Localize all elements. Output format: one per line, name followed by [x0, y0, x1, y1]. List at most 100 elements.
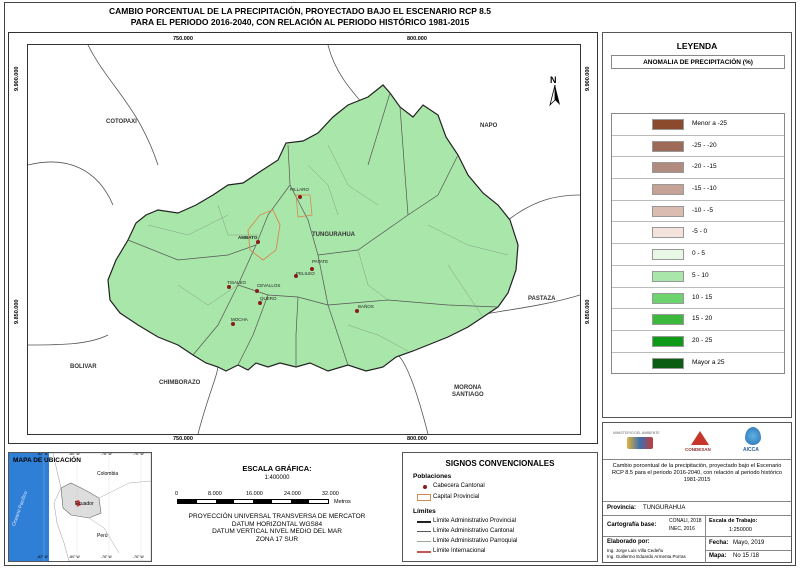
mapa-label: Mapa:	[709, 553, 727, 559]
scale-title: ESCALA GRÁFICA:	[242, 464, 312, 473]
legend-row: 0 - 5	[612, 244, 784, 266]
coord-top-2: 800.000	[407, 36, 427, 42]
legend-subtitle: ANOMALIA DE PRECIPITACIÓN (%)	[611, 55, 785, 69]
loc-top-coord-3: -78° W	[101, 452, 112, 456]
provincia-label: Provincia:	[607, 505, 637, 511]
loc-top-coord-4: -76° W	[133, 452, 144, 456]
main-map-panel: 750.000 800.000 750.000 800.000 9.900.00…	[8, 32, 598, 444]
scale-ratio: 1:400000	[264, 475, 290, 481]
scale-tick-3: 24.000	[284, 491, 301, 497]
town-label-pillaro: PILLARO	[290, 187, 310, 192]
pillaro-area-outline	[295, 194, 313, 218]
loc-bottom-coord-2: -80° W	[69, 555, 80, 559]
town-label-cevallos: CEVALLOS	[257, 283, 281, 288]
coord-bottom-2: 800.000	[407, 436, 427, 442]
loc-bottom-coord-3: -78° W	[101, 555, 112, 559]
cantonal-boundaries	[127, 92, 499, 367]
legend-row: -5 - 0	[612, 222, 784, 245]
ministry-logo-text: MINISTERIO DEL AMBIENTE	[613, 431, 660, 435]
lim-parroquial-label: Límite Administrativo Parroquial	[433, 538, 518, 544]
legend-label: 0 - 5	[692, 250, 706, 258]
elaborado-label: Elaborado por:	[607, 539, 650, 545]
location-map-svg	[9, 453, 151, 561]
map-title: CAMBIO PORCENTUAL DE LA PRECIPITACIÓN, P…	[4, 6, 596, 28]
loc-top-coord-2: -80° W	[69, 452, 80, 456]
town-label-pelileo: PELILEO	[296, 271, 315, 276]
aicca-logo-icon	[745, 427, 761, 445]
north-letter: N	[550, 75, 557, 85]
legend-swatch	[652, 140, 684, 152]
legend-label: 15 - 20	[692, 315, 713, 323]
escala-label: Escala de Trabajo:	[709, 518, 758, 524]
legend-swatch	[652, 162, 684, 174]
capital-symbol	[417, 494, 431, 501]
legend-label: -20 - -15	[692, 163, 717, 171]
map-sheet-frame	[4, 2, 796, 566]
coord-left-2: 9.850.000	[14, 299, 20, 324]
town-dot-pillaro	[298, 195, 302, 199]
legend-label: -10 - -5	[692, 206, 713, 214]
legend-row: Mayor a 25	[612, 353, 784, 374]
condesan-logo-text: CONDESAN	[685, 447, 711, 452]
location-map-panel: MAPA DE UBICACIÓN -82° W -80° W -78° W -…	[8, 452, 152, 562]
coord-left-1: 9.900.000	[14, 66, 20, 91]
town-dot-patate	[310, 267, 314, 271]
province-map-svg	[28, 45, 580, 434]
capital-area-outline	[247, 209, 281, 261]
region-pastaza: PASTAZA	[528, 296, 556, 302]
town-dot-tisaleo	[227, 285, 231, 289]
region-napo: NAPO	[480, 123, 498, 129]
conventional-signs-panel: SIGNOS CONVENCIONALES Poblaciones Cabece…	[402, 452, 598, 562]
legend-swatch	[652, 314, 684, 326]
region-bolivar: BOLIVAR	[70, 364, 97, 370]
legend-label: Menor a -25	[692, 120, 728, 127]
lim-provincial-symbol	[417, 521, 431, 523]
ministry-logo: MINISTERIO DEL AMBIENTE	[613, 429, 669, 453]
legend-panel: LEYENDA ANOMALIA DE PRECIPITACIÓN (%) Me…	[602, 32, 792, 418]
legend-label: -25 - -20	[692, 141, 717, 149]
legend-swatch	[652, 227, 684, 239]
tungurahua-province-shape	[107, 84, 519, 372]
lim-cantonal-symbol	[417, 531, 431, 532]
fecha-value: Mayo, 2019	[733, 540, 765, 546]
town-dot-mocha	[231, 322, 235, 326]
lim-parroquial-symbol	[417, 541, 431, 542]
region-chimborazo: CHIMBORAZO	[159, 380, 201, 386]
town-dot-cevallos	[255, 289, 259, 293]
legend-row: 10 - 15	[612, 288, 784, 310]
coord-right-2: 9.850.000	[585, 299, 591, 324]
map-description: Cambio porcentual de la precipitación, p…	[612, 463, 782, 483]
projection-line-2: DATUM HORIZONTAL WGS84	[231, 520, 323, 528]
region-morona-santiago: MORONA SANTIAGO	[452, 385, 484, 399]
title-line-2: PARA EL PERIODO 2016-2040, CON RELACIÓN …	[130, 17, 470, 27]
scale-panel: ESCALA GRÁFICA: 1:400000 0 8.000 16.000 …	[158, 452, 396, 562]
cartografia-row: Cartografía base: CONALI, 2018 INEC, 201…	[603, 515, 791, 536]
scale-bar	[177, 499, 329, 504]
elaborado-row: Elaborado por: Ing. Jorge Luis Villa Ced…	[603, 536, 791, 563]
legend-row: 15 - 20	[612, 309, 784, 331]
legend-row: -10 - -5	[612, 201, 784, 223]
loc-peru: Perú	[97, 533, 108, 539]
scale-tick-4: 32.000	[322, 491, 339, 497]
cartografia-label: Cartografía base:	[607, 522, 657, 528]
north-arrow-icon	[549, 85, 560, 107]
elaborado-person-2: Ing. Guillermo Eduardo Armenta Porras	[607, 554, 686, 559]
legend-label: 20 - 25	[692, 336, 713, 344]
coord-top-1: 750.000	[173, 36, 193, 42]
parish-boundaries	[147, 144, 509, 352]
scale-tick-0: 0	[175, 491, 179, 497]
aicca-logo-text: AICCA	[743, 447, 759, 453]
provincia-row: Provincia: TUNGURAHUA	[603, 501, 791, 515]
region-cotopaxi: COTOPAXI	[106, 119, 137, 125]
town-dot-pelileo	[294, 274, 298, 278]
legend-swatch	[652, 249, 684, 261]
projection-info: PROYECCIÓN UNIVERSAL TRANSVERSA DE MERCA…	[158, 513, 396, 543]
legend-title: LEYENDA	[676, 41, 718, 51]
location-map-title: MAPA DE UBICACIÓN	[13, 457, 81, 464]
legend-row: 20 - 25	[612, 331, 784, 353]
legend-row: -15 - -10	[612, 179, 784, 201]
legend-label: Mayor a 25	[692, 358, 725, 366]
conventional-title: SIGNOS CONVENCIONALES	[445, 459, 555, 468]
legend-row: 5 - 10	[612, 266, 784, 288]
capital-label: Capital Provincial	[433, 494, 480, 500]
